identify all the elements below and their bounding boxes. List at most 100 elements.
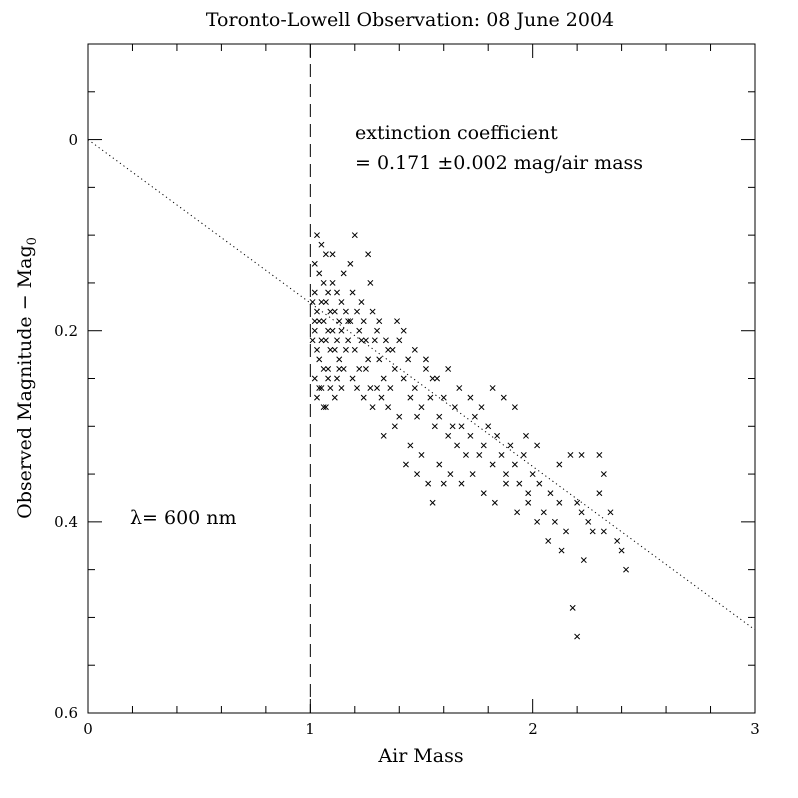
extinction-value: = 0.171 ±0.002 mag/air mass xyxy=(355,152,643,174)
data-point xyxy=(525,490,532,497)
data-point xyxy=(316,356,323,363)
data-point xyxy=(463,452,469,458)
data-point xyxy=(456,385,463,392)
data-point xyxy=(342,346,349,353)
data-point xyxy=(311,260,318,267)
data-point xyxy=(334,337,340,344)
data-point xyxy=(485,423,492,430)
x-tick-label-3: 3 xyxy=(750,720,760,738)
data-point xyxy=(569,604,576,611)
data-point xyxy=(525,499,532,506)
x-tick-label-1: 1 xyxy=(305,720,315,738)
data-point xyxy=(596,452,603,458)
data-point xyxy=(614,538,621,544)
data-point xyxy=(351,232,358,239)
data-point xyxy=(514,509,521,516)
data-point xyxy=(322,404,329,411)
data-point xyxy=(322,251,329,258)
data-point xyxy=(309,299,316,305)
data-point xyxy=(336,356,343,363)
data-point xyxy=(380,375,387,382)
data-point xyxy=(434,375,441,382)
data-point xyxy=(511,404,518,411)
data-point xyxy=(563,528,569,535)
y-tick-label-0.6: 0.6 xyxy=(54,704,78,722)
wavelength-label: λ= 600 nm xyxy=(130,507,237,529)
data-point xyxy=(429,499,436,506)
data-point xyxy=(334,289,340,296)
data-point xyxy=(476,452,483,458)
data-point xyxy=(402,461,409,468)
data-point xyxy=(436,461,443,468)
data-point xyxy=(385,404,392,411)
data-point xyxy=(471,413,478,420)
extinction-fit-line xyxy=(87,139,756,631)
data-point xyxy=(418,404,425,411)
data-point xyxy=(516,480,523,487)
data-point xyxy=(362,337,369,344)
data-point xyxy=(382,337,389,344)
data-point xyxy=(489,461,496,468)
data-point xyxy=(400,327,407,334)
data-point xyxy=(338,385,345,392)
data-point xyxy=(329,279,336,286)
data-point xyxy=(411,346,418,353)
data-point xyxy=(314,346,320,353)
data-point xyxy=(336,365,343,372)
data-point xyxy=(378,394,385,401)
data-point xyxy=(445,365,452,372)
data-point xyxy=(325,327,332,334)
data-point xyxy=(578,509,585,516)
data-point xyxy=(558,547,565,554)
data-point xyxy=(331,308,338,315)
data-point xyxy=(467,394,474,401)
data-point xyxy=(376,318,383,325)
data-point xyxy=(362,365,369,372)
data-point xyxy=(429,375,436,382)
data-point xyxy=(371,337,378,344)
data-point xyxy=(316,270,323,277)
data-point xyxy=(623,566,630,573)
data-point xyxy=(418,452,425,458)
y-axis-label-main: Observed Magnitude − Mag xyxy=(14,245,36,518)
data-point xyxy=(503,480,509,487)
data-point xyxy=(440,394,447,401)
data-point xyxy=(480,490,487,497)
data-point xyxy=(311,327,318,334)
data-point xyxy=(316,318,323,325)
data-point xyxy=(318,337,325,344)
axis-ticks xyxy=(87,43,756,714)
extinction-label: extinction coefficient xyxy=(355,122,558,144)
data-point xyxy=(607,509,614,516)
data-point xyxy=(340,270,347,277)
data-point xyxy=(320,365,327,372)
data-point xyxy=(316,385,323,392)
data-point xyxy=(489,385,496,392)
data-point xyxy=(334,375,340,382)
data-point xyxy=(340,365,347,372)
data-point xyxy=(534,518,541,525)
data-point xyxy=(556,461,563,468)
data-point xyxy=(380,432,387,439)
data-point xyxy=(578,452,585,458)
data-point xyxy=(394,318,400,325)
data-point xyxy=(618,547,625,554)
data-point xyxy=(311,318,318,325)
plot-frame xyxy=(87,43,756,714)
data-point xyxy=(396,413,403,420)
data-point xyxy=(414,471,421,478)
data-point xyxy=(360,318,367,325)
data-point xyxy=(367,385,374,392)
data-point xyxy=(556,499,563,506)
data-point xyxy=(407,394,414,401)
data-point xyxy=(391,365,398,372)
data-point xyxy=(325,365,332,372)
data-point xyxy=(311,375,318,382)
data-point xyxy=(585,518,592,525)
data-point xyxy=(503,471,509,478)
data-point xyxy=(327,385,334,392)
data-point xyxy=(354,385,360,392)
data-point xyxy=(574,499,581,506)
data-point xyxy=(322,337,329,344)
